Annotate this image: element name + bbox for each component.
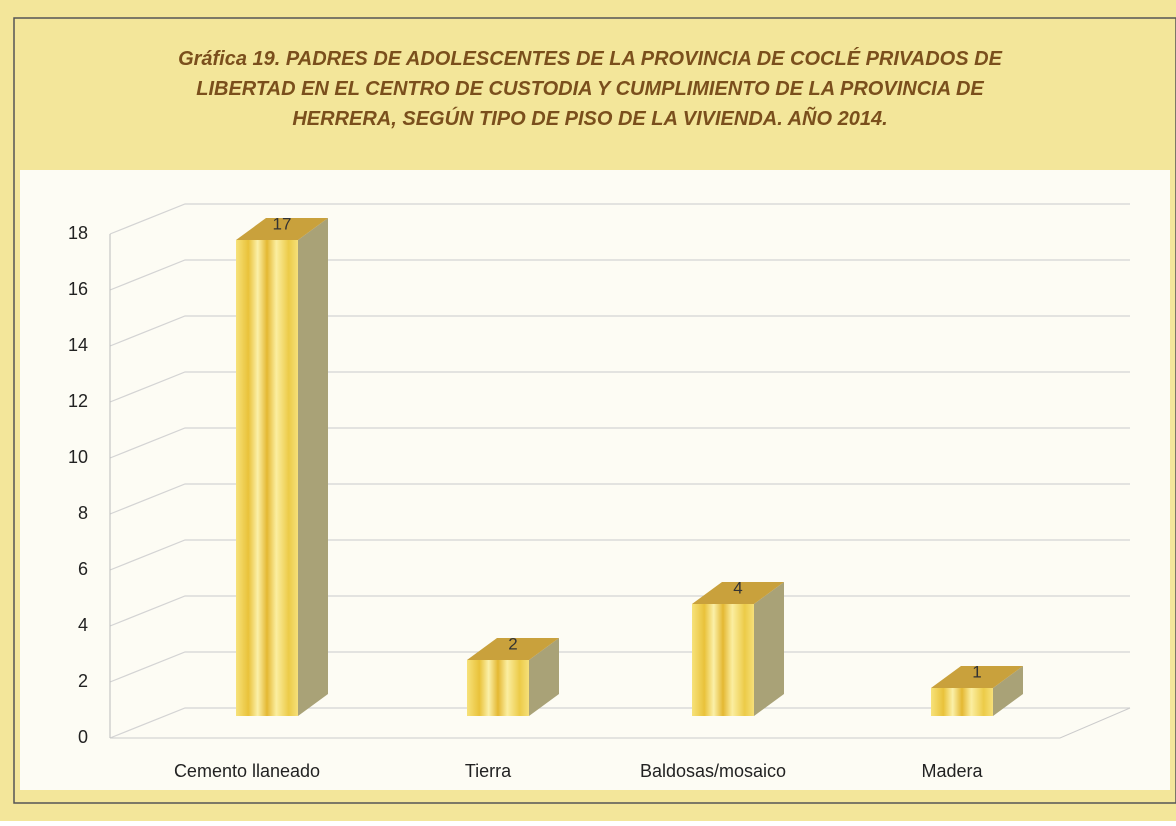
data-label: 4	[733, 578, 742, 597]
y-tick-label: 0	[78, 727, 88, 747]
grid-line	[109, 483, 1130, 515]
data-label: 1	[972, 662, 981, 681]
bar-top	[692, 582, 784, 604]
chart-title: Gráfica 19. PADRES DE ADOLESCENTES DE LA…	[178, 48, 1002, 130]
x-tick-label: Tierra	[465, 761, 512, 781]
bar-side	[529, 638, 559, 716]
y-tick-label: 16	[68, 279, 88, 299]
x-tick-label: Madera	[921, 761, 983, 781]
bar-side	[298, 218, 328, 716]
x-tick-label: Baldosas/mosaico	[640, 761, 786, 781]
y-tick-label: 14	[68, 335, 88, 355]
bar-top	[931, 666, 1023, 688]
grid-line	[109, 203, 1130, 235]
bar-side	[754, 582, 784, 716]
grid-line	[109, 371, 1130, 403]
data-label: 2	[508, 634, 517, 653]
y-tick-label: 18	[68, 223, 88, 243]
grid-line	[109, 539, 1130, 571]
grid-line	[109, 259, 1130, 291]
floor	[110, 707, 1131, 739]
y-tick-label: 2	[78, 671, 88, 691]
y-tick-label: 6	[78, 559, 88, 579]
data-label: 17	[273, 214, 292, 233]
bar-side	[993, 666, 1023, 716]
y-tick-label: 10	[68, 447, 88, 467]
grid-line	[109, 707, 1130, 739]
border	[13, 17, 1176, 804]
bar	[467, 660, 529, 716]
y-tick-label: 8	[78, 503, 88, 523]
grid-line	[109, 315, 1130, 347]
grid-line	[109, 427, 1130, 459]
x-tick-label: Cemento llaneado	[174, 761, 320, 781]
bar	[931, 688, 993, 716]
y-tick-label: 4	[78, 615, 88, 635]
bar	[236, 240, 298, 716]
y-tick-label: 12	[68, 391, 88, 411]
grid-line	[109, 651, 1130, 683]
bar-top	[236, 218, 328, 240]
bar	[692, 604, 754, 716]
grid-line	[109, 595, 1130, 627]
bar-top	[467, 638, 559, 660]
